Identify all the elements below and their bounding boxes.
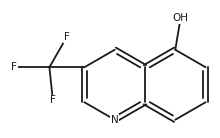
Text: OH: OH	[172, 13, 189, 23]
Text: F: F	[50, 95, 56, 105]
Text: F: F	[11, 62, 17, 72]
Text: F: F	[64, 32, 70, 42]
Text: N: N	[111, 115, 119, 125]
